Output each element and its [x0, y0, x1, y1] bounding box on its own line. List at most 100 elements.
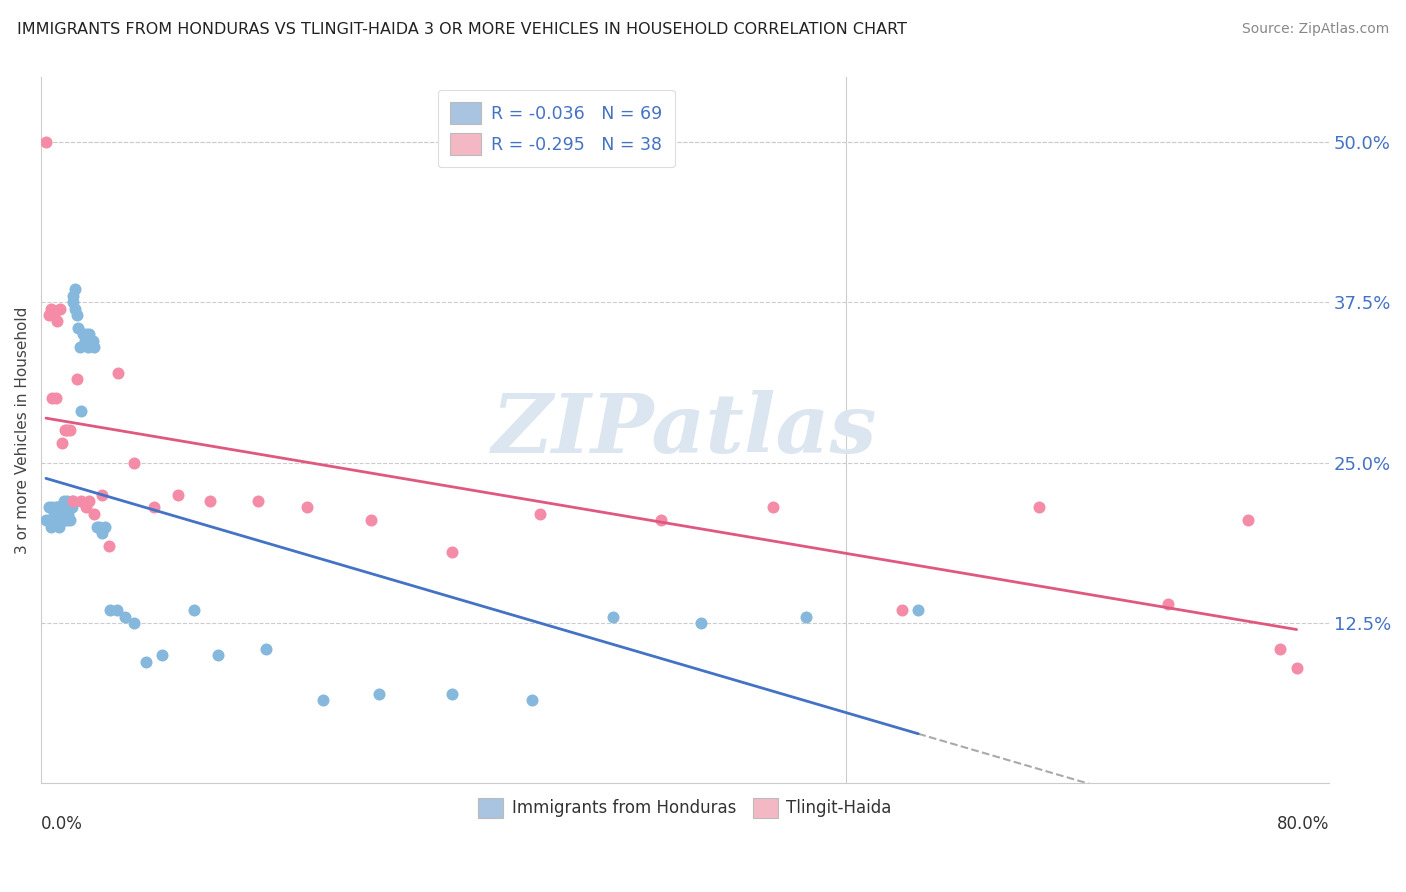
Point	[46, 513, 69, 527]
Point	[41, 392, 63, 406]
Point	[1157, 597, 1180, 611]
Point	[41, 513, 63, 527]
Point	[42, 308, 65, 322]
Point	[35, 135, 58, 149]
Point	[690, 615, 713, 630]
Point	[83, 507, 105, 521]
Point	[49, 513, 72, 527]
Point	[51, 436, 73, 450]
Point	[183, 603, 205, 617]
Point	[39, 520, 62, 534]
Point	[52, 494, 75, 508]
Point	[42, 513, 65, 527]
Point	[63, 282, 86, 296]
Point	[46, 507, 69, 521]
Point	[91, 526, 114, 541]
Point	[907, 603, 929, 617]
Point	[67, 320, 90, 334]
Point	[86, 520, 108, 534]
Point	[135, 655, 157, 669]
Point	[520, 693, 543, 707]
Point	[51, 500, 73, 515]
Point	[42, 507, 65, 521]
Point	[114, 609, 136, 624]
Y-axis label: 3 or more Vehicles in Household: 3 or more Vehicles in Household	[15, 307, 30, 554]
Point	[38, 308, 60, 322]
Point	[207, 648, 229, 662]
Point	[295, 500, 318, 515]
Point	[45, 500, 67, 515]
Point	[360, 513, 382, 527]
Point	[35, 513, 58, 527]
Text: ZIPatlas: ZIPatlas	[492, 391, 877, 470]
Point	[52, 500, 75, 515]
Point	[58, 507, 80, 521]
Point	[56, 494, 79, 508]
Point	[1270, 641, 1292, 656]
Point	[72, 327, 94, 342]
Point	[142, 500, 165, 515]
Point	[97, 539, 120, 553]
Point	[70, 404, 93, 418]
Point	[65, 372, 87, 386]
Point	[256, 641, 278, 656]
Point	[312, 693, 335, 707]
Point	[76, 340, 98, 354]
Legend: Immigrants from Honduras, Tlingit-Haida: Immigrants from Honduras, Tlingit-Haida	[472, 791, 898, 824]
Text: IMMIGRANTS FROM HONDURAS VS TLINGIT-HAIDA 3 OR MORE VEHICLES IN HOUSEHOLD CORREL: IMMIGRANTS FROM HONDURAS VS TLINGIT-HAID…	[17, 22, 907, 37]
Point	[198, 494, 221, 508]
Point	[51, 500, 73, 515]
Point	[79, 327, 101, 342]
Point	[49, 301, 72, 316]
Point	[46, 500, 69, 515]
Point	[79, 494, 101, 508]
Text: Source: ZipAtlas.com: Source: ZipAtlas.com	[1241, 22, 1389, 37]
Point	[62, 288, 84, 302]
Point	[56, 513, 79, 527]
Point	[53, 507, 76, 521]
Point	[75, 327, 97, 342]
Point	[53, 513, 76, 527]
Point	[94, 520, 117, 534]
Point	[60, 494, 83, 508]
Point	[56, 424, 79, 438]
Text: 0.0%: 0.0%	[41, 815, 83, 833]
Point	[602, 609, 624, 624]
Point	[167, 488, 190, 502]
Point	[59, 424, 82, 438]
Point	[69, 340, 91, 354]
Point	[65, 308, 87, 322]
Point	[368, 687, 391, 701]
Point	[75, 500, 97, 515]
Point	[891, 603, 914, 617]
Point	[124, 456, 146, 470]
Point	[48, 500, 70, 515]
Point	[62, 494, 84, 508]
Point	[53, 500, 76, 515]
Point	[59, 500, 82, 515]
Point	[59, 513, 82, 527]
Point	[63, 301, 86, 316]
Point	[45, 513, 67, 527]
Point	[48, 520, 70, 534]
Point	[58, 500, 80, 515]
Point	[91, 488, 114, 502]
Point	[53, 424, 76, 438]
Point	[45, 392, 67, 406]
Point	[1285, 661, 1308, 675]
Point	[87, 520, 110, 534]
Point	[794, 609, 817, 624]
Point	[650, 513, 672, 527]
Point	[83, 340, 105, 354]
Point	[440, 687, 463, 701]
Point	[60, 500, 83, 515]
Point	[150, 648, 173, 662]
Point	[51, 513, 73, 527]
Point	[1237, 513, 1260, 527]
Point	[105, 603, 128, 617]
Point	[56, 500, 79, 515]
Point	[440, 545, 463, 559]
Point	[529, 507, 551, 521]
Point	[38, 500, 60, 515]
Point	[124, 615, 146, 630]
